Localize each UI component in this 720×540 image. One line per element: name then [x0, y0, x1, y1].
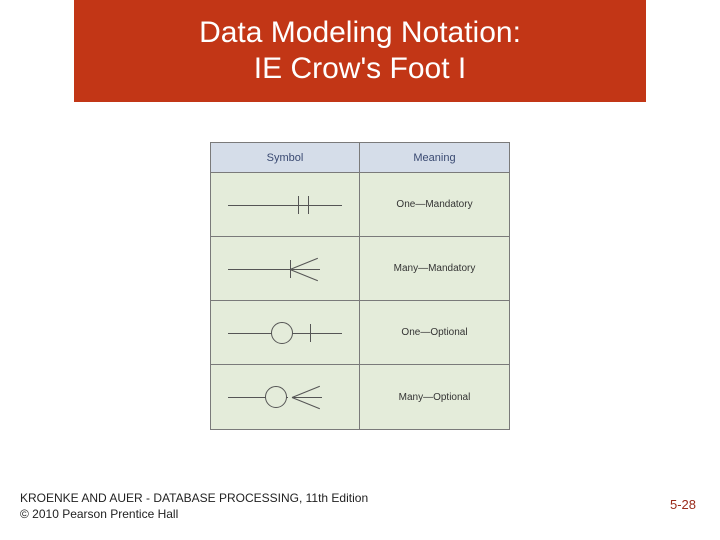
table-row: Many—Mandatory	[211, 237, 509, 301]
table-row: Many—Optional	[211, 365, 509, 429]
table-row: One—Optional	[211, 301, 509, 365]
slide-title: Data Modeling Notation: IE Crow's Foot I	[74, 0, 646, 102]
symbol-one-mandatory	[211, 173, 360, 236]
table-row: One—Mandatory	[211, 173, 509, 237]
header-meaning: Meaning	[360, 143, 509, 172]
meaning-cell: One—Optional	[360, 301, 509, 364]
notation-table: Symbol Meaning One—Mandatory	[210, 142, 510, 430]
meaning-cell: Many—Optional	[360, 365, 509, 429]
symbol-many-mandatory	[211, 237, 360, 300]
table-header-row: Symbol Meaning	[211, 143, 509, 173]
page-number: 5-28	[670, 497, 696, 512]
meaning-cell: One—Mandatory	[360, 173, 509, 236]
meaning-cell: Many—Mandatory	[360, 237, 509, 300]
title-line-1: Data Modeling Notation:	[199, 15, 521, 51]
title-line-2: IE Crow's Foot I	[254, 51, 466, 87]
footer-line-1: KROENKE AND AUER - DATABASE PROCESSING, …	[20, 490, 368, 506]
symbol-many-optional	[211, 365, 360, 429]
footer-line-2: © 2010 Pearson Prentice Hall	[20, 506, 368, 522]
slide-footer: KROENKE AND AUER - DATABASE PROCESSING, …	[20, 490, 368, 522]
header-symbol: Symbol	[211, 143, 360, 172]
symbol-one-optional	[211, 301, 360, 364]
